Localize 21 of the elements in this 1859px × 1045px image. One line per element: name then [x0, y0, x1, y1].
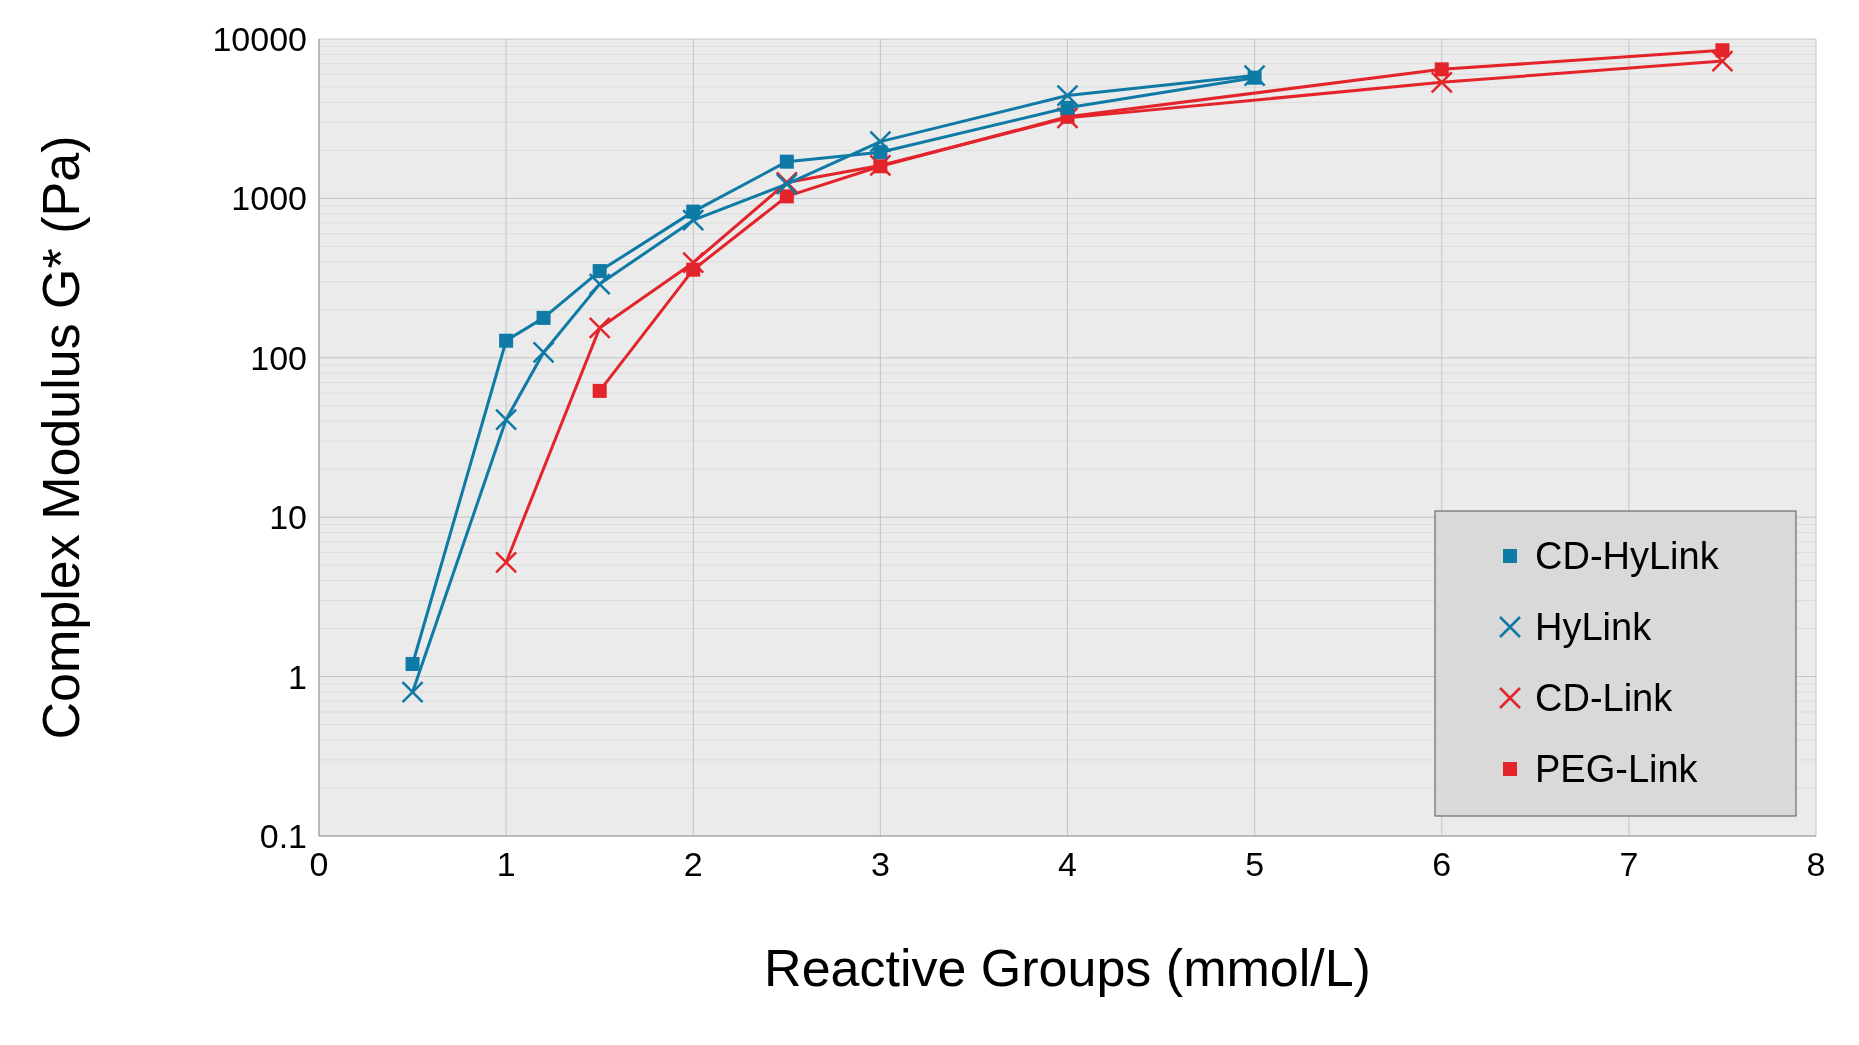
- legend-label: PEG-Link: [1535, 748, 1699, 791]
- y-tick-label: 1: [288, 657, 307, 696]
- legend-label: HyLink: [1535, 606, 1653, 649]
- y-tick-label: 10000: [212, 19, 307, 58]
- x-tick-label: 5: [1245, 845, 1265, 883]
- legend-label: CD-Link: [1535, 677, 1674, 720]
- y-tick-label: 1000: [231, 179, 307, 218]
- x-tick-label: 0: [309, 845, 329, 883]
- x-tick-label: 8: [1806, 845, 1826, 883]
- x-axis-title: Reactive Groups (mmol/L): [764, 939, 1371, 997]
- x-tick-label: 4: [1058, 845, 1077, 883]
- x-tick-label: 2: [683, 845, 703, 883]
- x-tick-label: 1: [496, 845, 516, 883]
- y-tick-label: 100: [250, 338, 307, 377]
- y-tick-label: 0.1: [259, 816, 307, 855]
- y-tick-label: 10: [269, 498, 307, 537]
- y-axis-title: Complex Modulus G* (Pa): [32, 135, 90, 740]
- x-tick-label: 3: [870, 845, 890, 883]
- legend-label: CD-HyLink: [1535, 535, 1720, 578]
- x-tick-label: 7: [1619, 845, 1639, 883]
- x-tick-label: 6: [1432, 845, 1452, 883]
